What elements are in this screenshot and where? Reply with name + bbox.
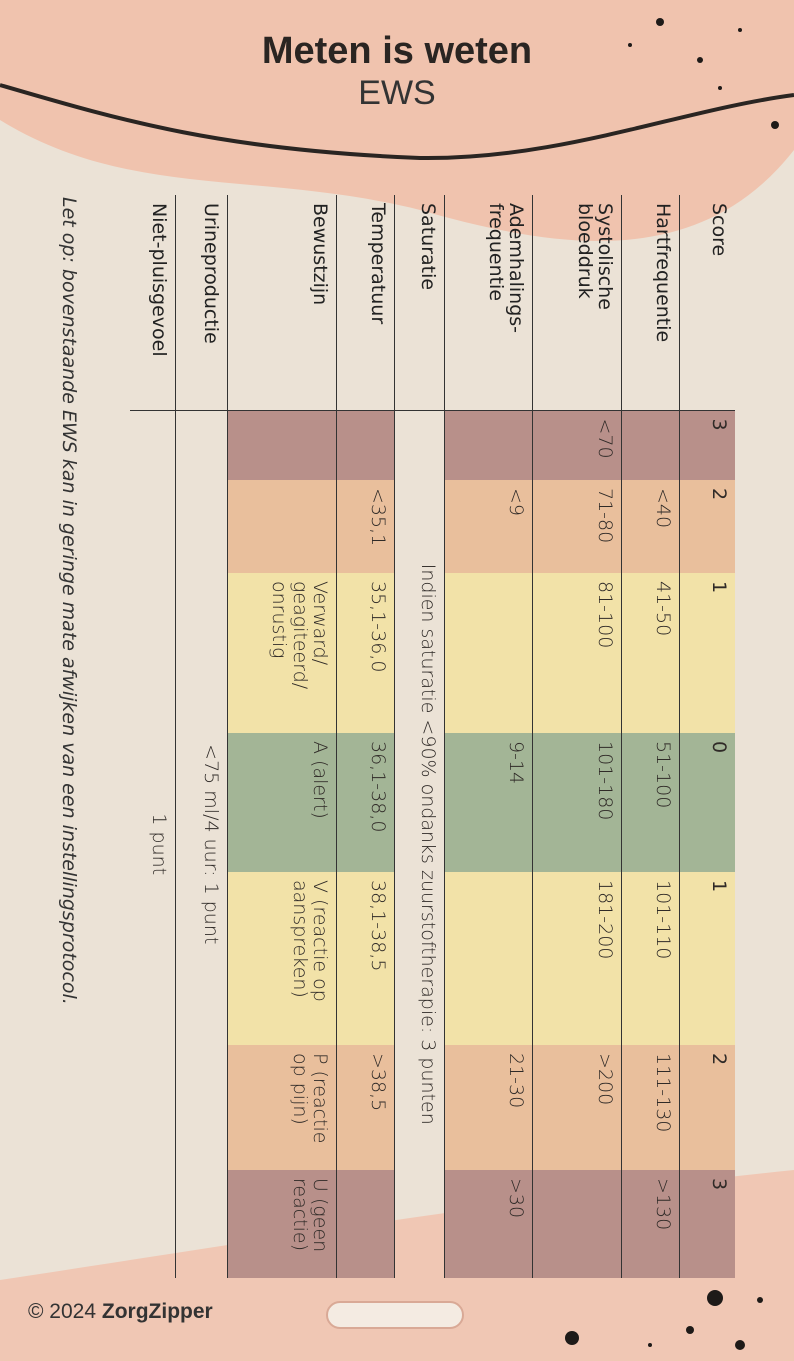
cell: <70	[533, 410, 622, 480]
row-label: Score	[680, 195, 735, 410]
cell: 101-180	[533, 733, 622, 872]
cell: 2	[680, 1045, 735, 1170]
table-row: Ademhalings-frequentie <9 9-14 21-30 >30	[445, 195, 533, 1278]
cell: 3	[680, 410, 735, 480]
cell: >38,5	[337, 1045, 395, 1170]
table-row: Hartfrequentie <40 41-50 51-100 101-110 111-1…	[622, 195, 680, 1278]
cell: 81-100	[533, 573, 622, 733]
row-label: Bewustzijn	[228, 195, 337, 410]
cell: <9	[445, 480, 533, 573]
top-blob	[0, 0, 794, 241]
cell: 181-200	[533, 872, 622, 1045]
cell: >30	[445, 1170, 533, 1278]
cell: 51-100	[622, 733, 680, 872]
cell: <40	[622, 480, 680, 573]
cell: A (alert)	[228, 733, 337, 872]
table-row: Urineproductie <75 ml/4 uur: 1 punt	[176, 195, 228, 1278]
cell: 36,1-38,0	[337, 733, 395, 872]
cell	[622, 410, 680, 480]
cell	[337, 1170, 395, 1278]
cell	[228, 410, 337, 480]
table-row: Systolische bloeddruk <70 71-80 81-100 101-1…	[533, 195, 622, 1278]
row-label: Ademhalings-frequentie	[445, 195, 533, 410]
copyright: © 2024	[28, 1300, 97, 1323]
cell: 101-110	[622, 872, 680, 1045]
cell: Indien saturatie <90% ondanks zuurstofth…	[417, 563, 440, 1125]
handle[interactable]	[326, 1301, 464, 1329]
brush-line	[0, 83, 794, 161]
cell: 1	[680, 573, 735, 733]
row-label: Hartfrequentie	[622, 195, 680, 410]
cell: 21-30	[445, 1045, 533, 1170]
table-row: Temperatuur <35,1 35,1-36,0 36,1-38,0 38,1-3…	[337, 195, 395, 1278]
cell	[445, 410, 533, 480]
cell: 1	[680, 872, 735, 1045]
table: Score 3 2 1 0 1 2 3 Hartfrequentie <40 41-50 51-100…	[130, 195, 735, 1278]
cell: 111-130	[622, 1045, 680, 1170]
cell: 3	[680, 1170, 735, 1278]
table-row: Saturatie Indien saturatie <90% ondanks z…	[395, 195, 445, 1278]
cell	[228, 480, 337, 573]
cell: 35,1-36,0	[337, 573, 395, 733]
subtitle: EWS	[358, 74, 436, 112]
row-label: Temperatuur	[337, 195, 395, 410]
table-row: Bewustzijn Verward/ geagiteerd/ onrustig A…	[228, 195, 337, 1278]
table-row: Niet-pluisgevoel 1 punt	[130, 195, 176, 1278]
cell: Verward/ geagiteerd/ onrustig	[228, 573, 337, 733]
table-row: Score 3 2 1 0 1 2 3	[680, 195, 735, 1278]
cell	[337, 410, 395, 480]
cell: U (geen reactie)	[228, 1170, 337, 1278]
cell: >130	[622, 1170, 680, 1278]
cell: 41-50	[622, 573, 680, 733]
splatter	[565, 18, 779, 1350]
row-label: Saturatie	[395, 195, 445, 410]
cell: 71-80	[533, 480, 622, 573]
row-label: Niet-pluisgevoel	[130, 195, 176, 410]
cell	[445, 872, 533, 1045]
cell	[445, 573, 533, 733]
row-label: Systolische bloeddruk	[533, 195, 622, 410]
cell: >200	[533, 1045, 622, 1170]
cell: <75 ml/4 uur: 1 punt	[200, 744, 223, 945]
footnote: Let op: bovenstaande EWS kan in geringe …	[58, 197, 80, 1005]
row-label: Urineproductie	[176, 195, 228, 410]
ews-table: Score 3 2 1 0 1 2 3 Hartfrequentie <40 41-50 51-100…	[130, 195, 735, 1278]
cell: V (reactie op aanspreken)	[228, 872, 337, 1045]
cell: 1 punt	[148, 813, 171, 876]
cell: P (reactie op pijn)	[228, 1045, 337, 1170]
cell: <35,1	[337, 480, 395, 573]
title: Meten is weten	[261, 30, 533, 72]
cell: 2	[680, 480, 735, 573]
footer: © 2024 ZorgZipper	[28, 1300, 213, 1324]
cell	[533, 1170, 622, 1278]
brand: ZorgZipper	[101, 1300, 213, 1323]
cell: 38,1-38,5	[337, 872, 395, 1045]
cell: 9-14	[445, 733, 533, 872]
cell: 0	[680, 733, 735, 872]
